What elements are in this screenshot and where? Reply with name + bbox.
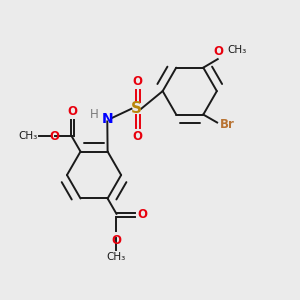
Text: N: N xyxy=(101,112,113,126)
Text: O: O xyxy=(133,75,142,88)
Text: O: O xyxy=(138,208,148,221)
Text: Br: Br xyxy=(220,118,234,131)
Text: O: O xyxy=(111,234,122,248)
Text: CH₃: CH₃ xyxy=(227,45,247,55)
Text: O: O xyxy=(68,105,78,118)
Text: O: O xyxy=(133,130,142,143)
Text: CH₃: CH₃ xyxy=(107,252,126,262)
Text: H: H xyxy=(90,108,98,121)
Text: O: O xyxy=(214,45,224,58)
Text: CH₃: CH₃ xyxy=(18,131,37,141)
Text: O: O xyxy=(49,130,59,143)
Text: S: S xyxy=(131,101,142,116)
